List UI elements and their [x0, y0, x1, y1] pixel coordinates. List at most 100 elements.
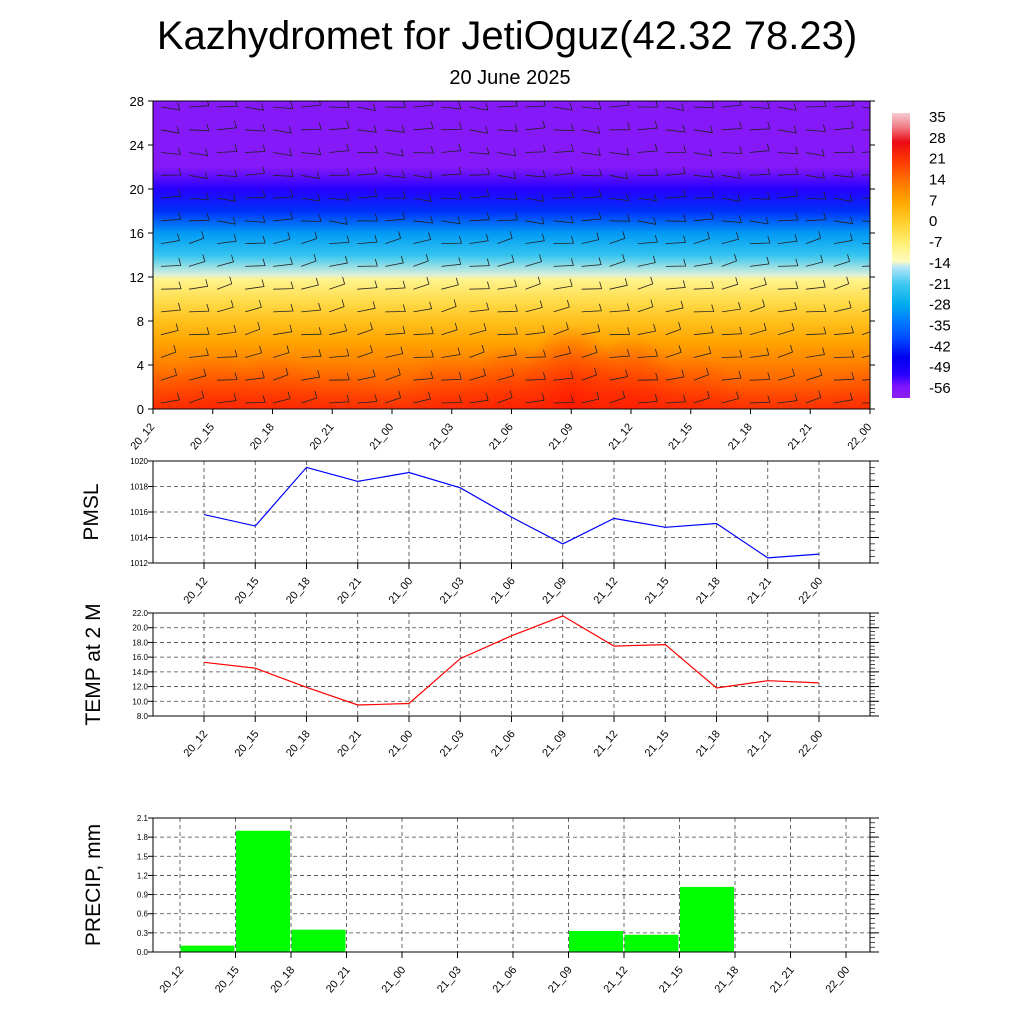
wind-barb — [357, 125, 377, 133]
wind-barb — [497, 304, 518, 313]
wind-barb — [469, 368, 486, 381]
x-tick-label: 21_03 — [438, 728, 467, 759]
wind-barb — [273, 211, 294, 222]
wind-barb — [833, 325, 854, 336]
wind-barb — [217, 324, 237, 336]
wind-barb — [693, 148, 713, 157]
wind-barb — [217, 101, 238, 108]
wind-barb — [581, 391, 600, 404]
wind-barb — [805, 254, 824, 267]
wind-barb — [693, 125, 713, 134]
colorbar-label: -49 — [929, 359, 951, 376]
wind-barb — [777, 344, 793, 358]
wind-barb — [749, 121, 771, 131]
wind-barb — [637, 234, 658, 244]
wind-barb — [609, 303, 630, 313]
x-tick-label: 20_18 — [268, 964, 297, 995]
wind-barb — [749, 216, 769, 225]
wind-barb — [553, 371, 574, 381]
wind-barb — [833, 276, 850, 290]
wind-barb — [385, 148, 404, 157]
wind-barb — [581, 257, 602, 267]
wind-barb — [160, 302, 181, 313]
x-tick-label: 21_00 — [379, 964, 408, 995]
x-tick-label: 21_18 — [712, 964, 741, 995]
wind-barb — [665, 235, 687, 244]
colorbar-label: -14 — [929, 255, 951, 272]
wind-barb — [301, 214, 322, 223]
wind-barb — [525, 300, 543, 313]
wind-barb — [217, 349, 238, 358]
wind-barb — [609, 348, 630, 358]
wind-barb — [329, 394, 350, 404]
wind-barb — [833, 145, 855, 153]
wind-barb — [329, 299, 345, 313]
wind-barb — [301, 390, 318, 404]
wind-barb — [469, 102, 489, 111]
wind-barb — [665, 145, 687, 153]
wind-barb — [777, 281, 799, 290]
wind-barb — [693, 170, 714, 178]
wind-barb — [525, 349, 547, 358]
wind-barb — [581, 148, 601, 156]
wind-barb — [833, 170, 854, 178]
wind-barb — [245, 190, 266, 199]
wind-barb — [581, 232, 600, 244]
wind-barb — [637, 168, 659, 176]
wind-barb — [721, 301, 742, 313]
wind-barb — [413, 121, 434, 131]
wind-barb — [469, 125, 489, 134]
wind-barb — [861, 197, 870, 199]
wind-barb — [441, 277, 459, 290]
wind-barb — [777, 258, 799, 267]
wind-barb — [721, 277, 739, 290]
wind-barb — [693, 280, 715, 290]
colorbar-label: -42 — [929, 338, 951, 355]
y-tick-label: 28 — [130, 94, 144, 109]
wind-barb — [469, 393, 489, 404]
precip-panel: 0.0 0.3 0.6 0.9 1.2 1.5 1.8 2.1 20_12 20_15 20_18 2… — [82, 814, 879, 995]
wind-barb — [301, 231, 318, 244]
y-tick-label: 0.6 — [137, 910, 149, 919]
wind-barb — [805, 171, 825, 179]
warm-spot — [815, 364, 870, 409]
wind-barb — [861, 402, 870, 404]
wind-barb — [357, 145, 378, 154]
y-tick-label: 22.0 — [132, 609, 148, 618]
wind-barb — [160, 323, 179, 336]
wind-barb — [160, 258, 182, 267]
wind-barb — [301, 349, 322, 358]
wind-barb — [665, 103, 685, 112]
y-tick-label: 20 — [130, 182, 144, 197]
wind-barb — [497, 326, 518, 336]
wind-barb — [441, 191, 462, 200]
wind-barb — [721, 194, 741, 202]
grid — [153, 613, 870, 716]
wind-barb — [497, 347, 517, 358]
wind-barb — [777, 234, 798, 244]
y-tick-label: 16.0 — [132, 653, 148, 662]
wind-barb — [301, 171, 320, 180]
wind-barb — [160, 212, 182, 222]
wind-barb — [357, 189, 378, 199]
y-tick-label: 18.0 — [132, 638, 148, 647]
colorbar-label: 35 — [929, 109, 946, 126]
wind-barb — [581, 126, 601, 134]
wind-barb — [525, 372, 546, 381]
wind-barb — [301, 101, 322, 108]
wind-barb — [385, 211, 406, 222]
wind-barb — [749, 347, 770, 358]
wind-barb — [245, 103, 265, 111]
x-tick-label: 20_15 — [213, 964, 242, 995]
wind-barb — [329, 372, 350, 381]
wind-barb — [188, 254, 206, 267]
wind-barb — [721, 121, 743, 131]
wind-barb — [216, 300, 234, 313]
wind-barb — [581, 189, 602, 199]
wind-barb — [637, 255, 656, 267]
wind-barb — [245, 279, 265, 290]
wind-barb — [329, 167, 350, 176]
wind-barb — [497, 279, 518, 290]
wind-barb — [833, 372, 855, 381]
